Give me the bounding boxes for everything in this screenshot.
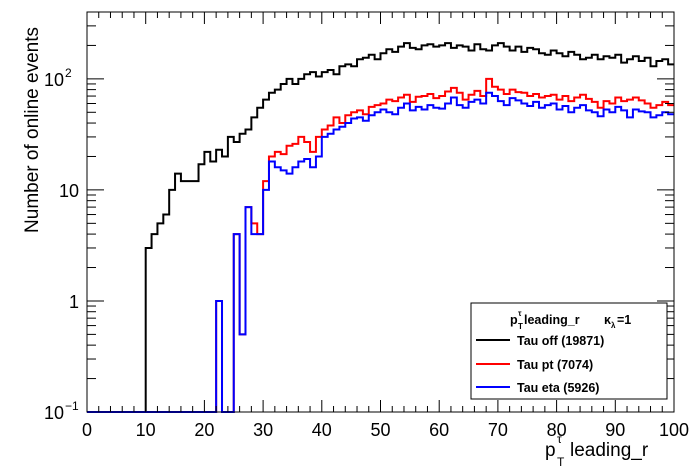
y-tick-label: 10 −1 (44, 399, 79, 423)
x-tick-label: 50 (370, 420, 390, 440)
legend-header-sup: τ (518, 309, 522, 318)
x-axis-title-superscript: τ (557, 432, 562, 446)
y-tick-label: 10 2 (44, 66, 72, 90)
x-axis-title-subscript: T (557, 455, 565, 469)
legend-label-tau-off: Tau off (19871) (517, 334, 604, 348)
x-tick-label: 100 (659, 420, 689, 440)
legend-header-p: p (510, 313, 518, 327)
x-tick-label: 80 (547, 420, 567, 440)
series-line-tau-off (87, 42, 674, 413)
x-tick-label: 30 (253, 420, 273, 440)
y-tick-label-base: 10 (44, 70, 64, 90)
legend-header: p T τ leading_r κ λ =1 (510, 309, 631, 331)
x-tick-label: 70 (488, 420, 508, 440)
y-tick-label: 1 (69, 292, 79, 312)
x-axis-title-symbol: p (545, 440, 556, 461)
x-tick-label: 60 (429, 420, 449, 440)
legend-label-tau-eta: Tau eta (5926) (517, 381, 599, 395)
legend-header-kappa: κ (604, 313, 611, 327)
y-tick-label-exponent: 2 (65, 66, 72, 80)
x-axis-title-text: leading_r (570, 440, 649, 461)
legend-header-kappa-sub: λ (611, 321, 616, 330)
series-line-tau-eta (87, 91, 674, 413)
y-axis-title: Number of online events (22, 27, 43, 233)
legend-box (470, 302, 668, 400)
x-tick-label: 0 (82, 420, 92, 440)
legend-label-tau-pt: Tau pt (7074) (517, 358, 593, 372)
legend-header-mid: leading_r (524, 313, 580, 327)
y-tick-label-base: 10 (44, 403, 64, 423)
series-layer (87, 42, 674, 413)
y-tick-label-exponent: −1 (65, 399, 79, 413)
y-tick-label: 10 (59, 181, 79, 201)
x-tick-label: 40 (312, 420, 332, 440)
x-tick-label: 10 (136, 420, 156, 440)
x-tick-label: 90 (605, 420, 625, 440)
legend-header-end: =1 (617, 313, 631, 327)
legend-header-sub: T (518, 322, 523, 331)
y-tick-label-base: 10 (59, 181, 79, 201)
x-tick-label: 20 (194, 420, 214, 440)
x-axis-title: p T τ leading_r (545, 432, 649, 469)
legend: p T τ leading_r κ λ =1 Tau off (19871) T… (470, 302, 668, 400)
y-tick-label-base: 1 (69, 292, 79, 312)
